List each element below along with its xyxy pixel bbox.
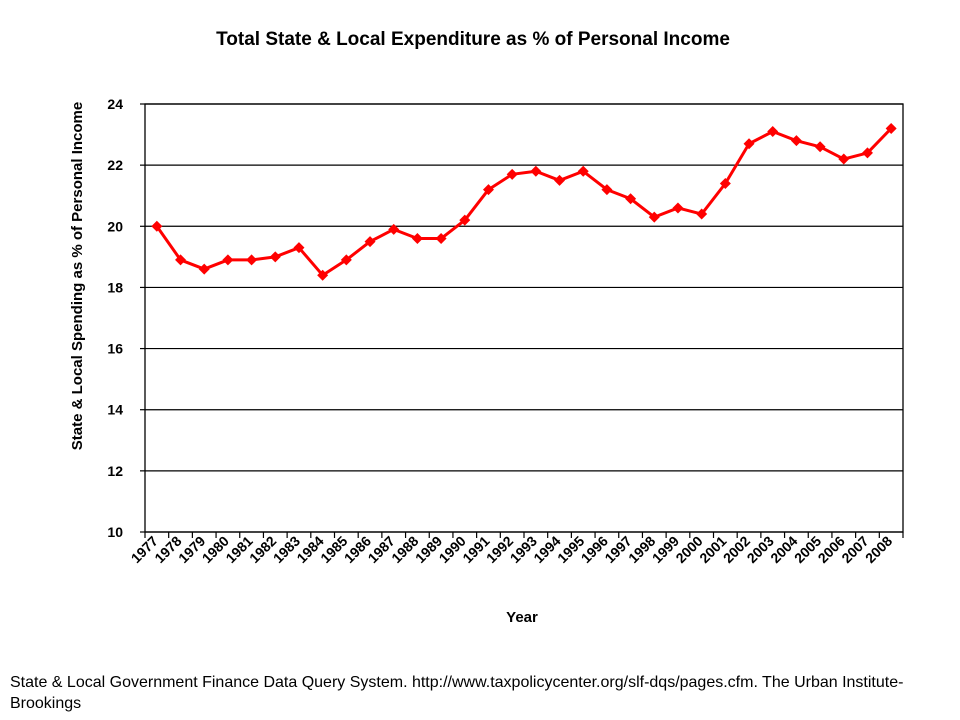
x-axis: 1977197819791980198119821983198419851986… (128, 532, 904, 566)
gridlines (145, 103, 903, 533)
x-axis-label: Year (506, 609, 538, 626)
data-point-1988 (411, 233, 423, 245)
y-tick-label: 18 (107, 279, 123, 295)
data-point-1983 (293, 242, 305, 254)
chart-title: Total State & Local Expenditure as % of … (216, 29, 730, 50)
data-point-1980 (222, 254, 234, 266)
y-axis-label: State & Local Spending as % of Personal … (69, 102, 86, 450)
data-point-2005 (814, 141, 826, 153)
y-axis: 10 12 14 16 18 20 22 24 (107, 96, 145, 540)
data-point-1993 (530, 165, 542, 177)
data-point-1999 (672, 202, 684, 214)
y-tick-label: 10 (107, 524, 123, 540)
y-tick-label: 24 (107, 96, 123, 112)
data-point-1989 (435, 233, 447, 245)
series-line (155, 127, 893, 277)
source-citation: State & Local Government Finance Data Qu… (10, 674, 904, 712)
data-point-2007 (861, 147, 873, 159)
data-point-1987 (388, 223, 400, 235)
data-point-1978 (175, 254, 187, 266)
data-point-1997 (625, 193, 637, 205)
y-tick-label: 12 (107, 463, 123, 479)
data-point-1990 (459, 214, 471, 226)
data-point-1986 (364, 236, 376, 248)
data-point-1984 (317, 269, 329, 281)
data-point-1982 (269, 251, 281, 263)
data-point-1998 (648, 211, 660, 223)
data-point-1985 (340, 254, 352, 266)
y-tick-label: 14 (107, 402, 123, 418)
data-point-1996 (601, 184, 613, 196)
data-point-1981 (246, 254, 258, 266)
y-tick-label: 20 (107, 218, 123, 234)
data-point-1977 (151, 220, 163, 232)
data-point-1991 (482, 184, 494, 196)
y-tick-label: 16 (107, 341, 123, 357)
data-point-1995 (577, 165, 589, 177)
data-point-2002 (743, 138, 755, 150)
data-point-2004 (790, 135, 802, 147)
data-point-2006 (838, 153, 850, 165)
series-group (151, 122, 897, 281)
data-point-1994 (554, 174, 566, 186)
x-tick-label: 2008 (862, 533, 895, 566)
plot-area (144, 103, 904, 533)
data-point-2003 (767, 126, 779, 138)
data-point-1979 (198, 263, 210, 275)
data-point-2000 (696, 208, 708, 220)
data-point-2008 (885, 122, 897, 134)
data-point-1992 (506, 168, 518, 180)
data-point-2001 (719, 177, 731, 189)
y-tick-label: 22 (107, 157, 123, 173)
